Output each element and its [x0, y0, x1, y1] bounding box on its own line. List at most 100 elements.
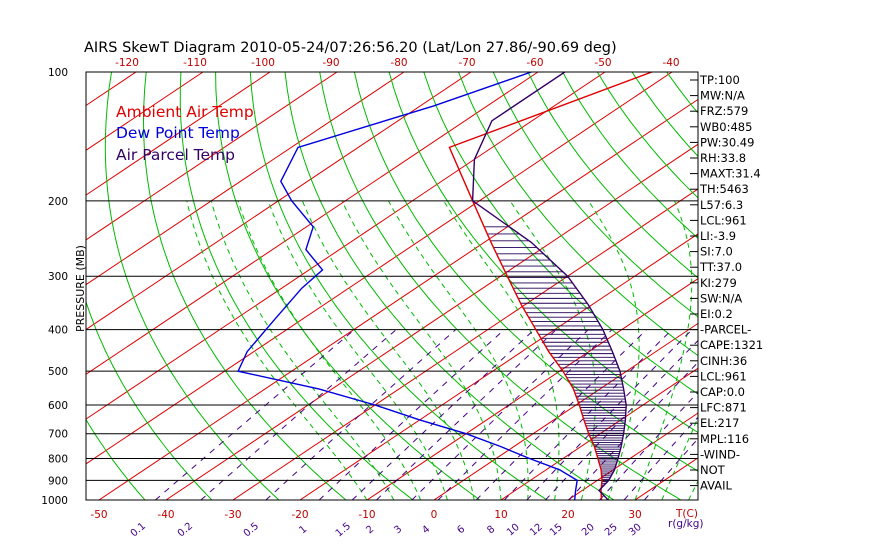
- mixing-ratio-tick-label: 25: [603, 522, 620, 539]
- mixing-ratio-line: [351, 329, 535, 500]
- mixing-ratio-tick-label: 10: [505, 522, 522, 539]
- index-label: SW:N/A: [700, 291, 742, 305]
- index-label: FRZ:579: [700, 104, 748, 118]
- dry-adiabat-line: [142, 72, 347, 500]
- bottom-temp-tick-label: -40: [157, 509, 174, 521]
- mixing-ratio-tick-label: 0.1: [129, 521, 148, 540]
- isotherm-line: [86, 72, 539, 375]
- mixing-ratio-tick-label: 2: [364, 524, 376, 537]
- top-temp-tick-label: -90: [322, 57, 339, 69]
- index-label: EI:0.2: [700, 307, 733, 321]
- isotherm-line: [299, 233, 698, 500]
- dry-adiabat-line: [423, 72, 698, 395]
- pressure-tick-label: 700: [48, 429, 68, 441]
- series-line-0: [448, 72, 653, 500]
- pressure-tick-label: 800: [48, 454, 68, 466]
- index-label: EL:217: [700, 416, 740, 430]
- bottom-temp-tick-label: -30: [224, 509, 241, 521]
- pressure-tick-label: 200: [48, 196, 68, 208]
- mixing-ratio-line: [504, 329, 673, 500]
- index-label: -WIND-: [700, 447, 740, 461]
- bottom-temp-tick-label: -50: [90, 509, 107, 521]
- index-label: LFC:871: [700, 401, 747, 415]
- top-temp-tick-label: -100: [251, 57, 275, 69]
- dry-adiabat-line: [388, 72, 698, 434]
- index-label: WB0:485: [700, 120, 752, 134]
- index-label: TP:100: [699, 73, 740, 87]
- index-label: L57:6.3: [700, 198, 743, 212]
- temp-axis-label: T(C): [675, 508, 698, 520]
- moist-adiabat-line: [186, 200, 368, 500]
- isotherm-line: [232, 188, 698, 500]
- index-label: AVAIL: [700, 479, 733, 493]
- dry-adiabat-line: [86, 300, 213, 500]
- moist-adiabat-line: [661, 416, 698, 500]
- mixing-ratio-tick-label: 0.5: [242, 521, 261, 540]
- dry-adiabat-line: [319, 72, 682, 500]
- dry-adiabat-line: [527, 72, 698, 279]
- dry-adiabat-line: [492, 72, 698, 318]
- bottom-temp-tick-label: 30: [628, 509, 641, 521]
- mixing-ratio-tick-label: 1: [297, 524, 309, 537]
- pressure-tick-label: 600: [48, 400, 68, 412]
- isotherm-line: [165, 143, 698, 500]
- index-label: TH:5463: [699, 182, 749, 196]
- top-temp-tick-label: -120: [115, 57, 139, 69]
- dry-adiabat-line: [215, 72, 481, 500]
- dry-adiabat-line: [666, 72, 698, 114]
- isotherm-line: [86, 72, 405, 286]
- top-temp-tick-label: -40: [662, 57, 679, 69]
- mixing-ratio-tick-label: 12: [528, 522, 545, 539]
- chart-title: AIRS SkewT Diagram 2010-05-24/07:26:56.2…: [84, 40, 617, 56]
- dry-adiabat-line: [179, 72, 414, 500]
- pressure-tick-label: 300: [48, 271, 68, 283]
- series-line-2: [471, 72, 627, 500]
- index-label: PW:30.49: [700, 135, 754, 149]
- pressure-tick-label: 1000: [41, 495, 68, 507]
- plot-frame: [85, 71, 699, 501]
- isotherm-line: [86, 72, 271, 196]
- isotherm-line: [769, 72, 870, 500]
- isotherm-line: [86, 72, 673, 465]
- isotherm-line: [433, 322, 698, 500]
- index-label: LI:-3.9: [700, 229, 736, 243]
- legend-parcel: Air Parcel Temp: [116, 146, 235, 164]
- isotherm-line: [86, 72, 338, 241]
- mixing-ratio-tick-label: 3: [392, 524, 404, 537]
- moist-adiabat-line: [267, 200, 448, 500]
- pressure-tick-label: 500: [48, 366, 68, 378]
- moist-adiabat-line: [587, 200, 640, 500]
- bottom-temp-tick-label: -20: [291, 509, 308, 521]
- mixing-ratio-tick-label: 8: [485, 524, 497, 537]
- top-temp-tick-label: -60: [526, 57, 543, 69]
- dry-adiabat-line: [736, 72, 870, 509]
- top-temp-tick-label: -80: [390, 57, 407, 69]
- index-label: MW:N/A: [700, 89, 745, 103]
- index-label: NOT: [700, 463, 726, 477]
- bottom-temp-tick-label: 20: [561, 509, 574, 521]
- bottom-temp-tick-label: 10: [494, 509, 507, 521]
- isotherm-line: [567, 412, 698, 500]
- mixing-ratio-tick-label: 4: [420, 524, 432, 537]
- legend-dewpoint: Dew Point Temp: [116, 124, 240, 142]
- bottom-temp-tick-label: -10: [358, 509, 375, 521]
- dry-adiabat-line: [458, 72, 698, 357]
- dry-adiabat-line: [104, 72, 280, 500]
- index-label: LCL:961: [700, 213, 747, 227]
- dry-adiabat-line: [284, 72, 615, 500]
- mixing-ratio-tick-label: 0.2: [176, 521, 195, 540]
- index-label: CAP:0.0: [700, 385, 745, 399]
- dry-adiabat-line: [353, 72, 698, 472]
- index-label: MAXT:31.4: [700, 167, 761, 181]
- dry-adiabat-line: [840, 72, 870, 509]
- mixing-ratio-line: [318, 329, 505, 500]
- mixing-ratio-tick-label: 15: [548, 522, 565, 539]
- moist-adiabat-line: [210, 200, 395, 500]
- pressure-tick-label: 100: [48, 67, 68, 79]
- legend: Ambient Air Temp Dew Point Temp Air Parc…: [116, 103, 254, 164]
- mixing-ratio-line: [155, 329, 355, 500]
- moist-adiabat-line: [301, 200, 475, 500]
- mixing-ratio-line: [437, 329, 613, 500]
